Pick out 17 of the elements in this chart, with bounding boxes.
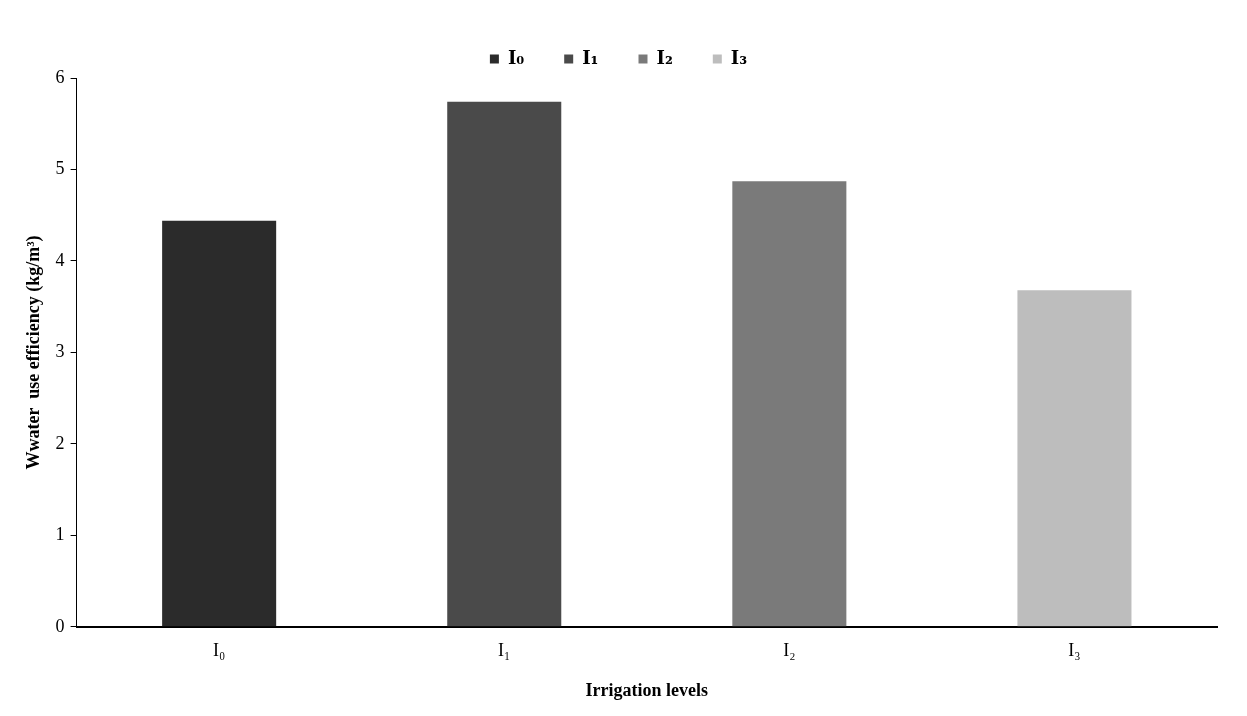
legend-label: I₂ [656,46,673,68]
legend-label: I₁ [582,46,599,68]
y-axis-title: Wwater use efficiency (kg/m³) [23,235,45,470]
x-tick-label: I₀ [213,640,226,661]
y-tick-label: 4 [55,249,65,270]
y-tick-label: 2 [55,432,65,453]
y-tick-label: 5 [55,158,65,179]
y-tick-label: 6 [55,66,65,87]
x-axis-title: Irrigation levels [585,679,709,700]
y-tick-label: 1 [55,524,65,545]
y-tick-label: 3 [55,341,65,362]
legend-label: I₃ [730,46,748,68]
legend-label: I₀ [507,46,525,68]
x-tick-label: I₁ [498,640,511,661]
x-tick-label: I₃ [1068,640,1081,661]
y-tick-label: 0 [55,615,65,636]
x-tick-label: I₂ [783,640,796,661]
